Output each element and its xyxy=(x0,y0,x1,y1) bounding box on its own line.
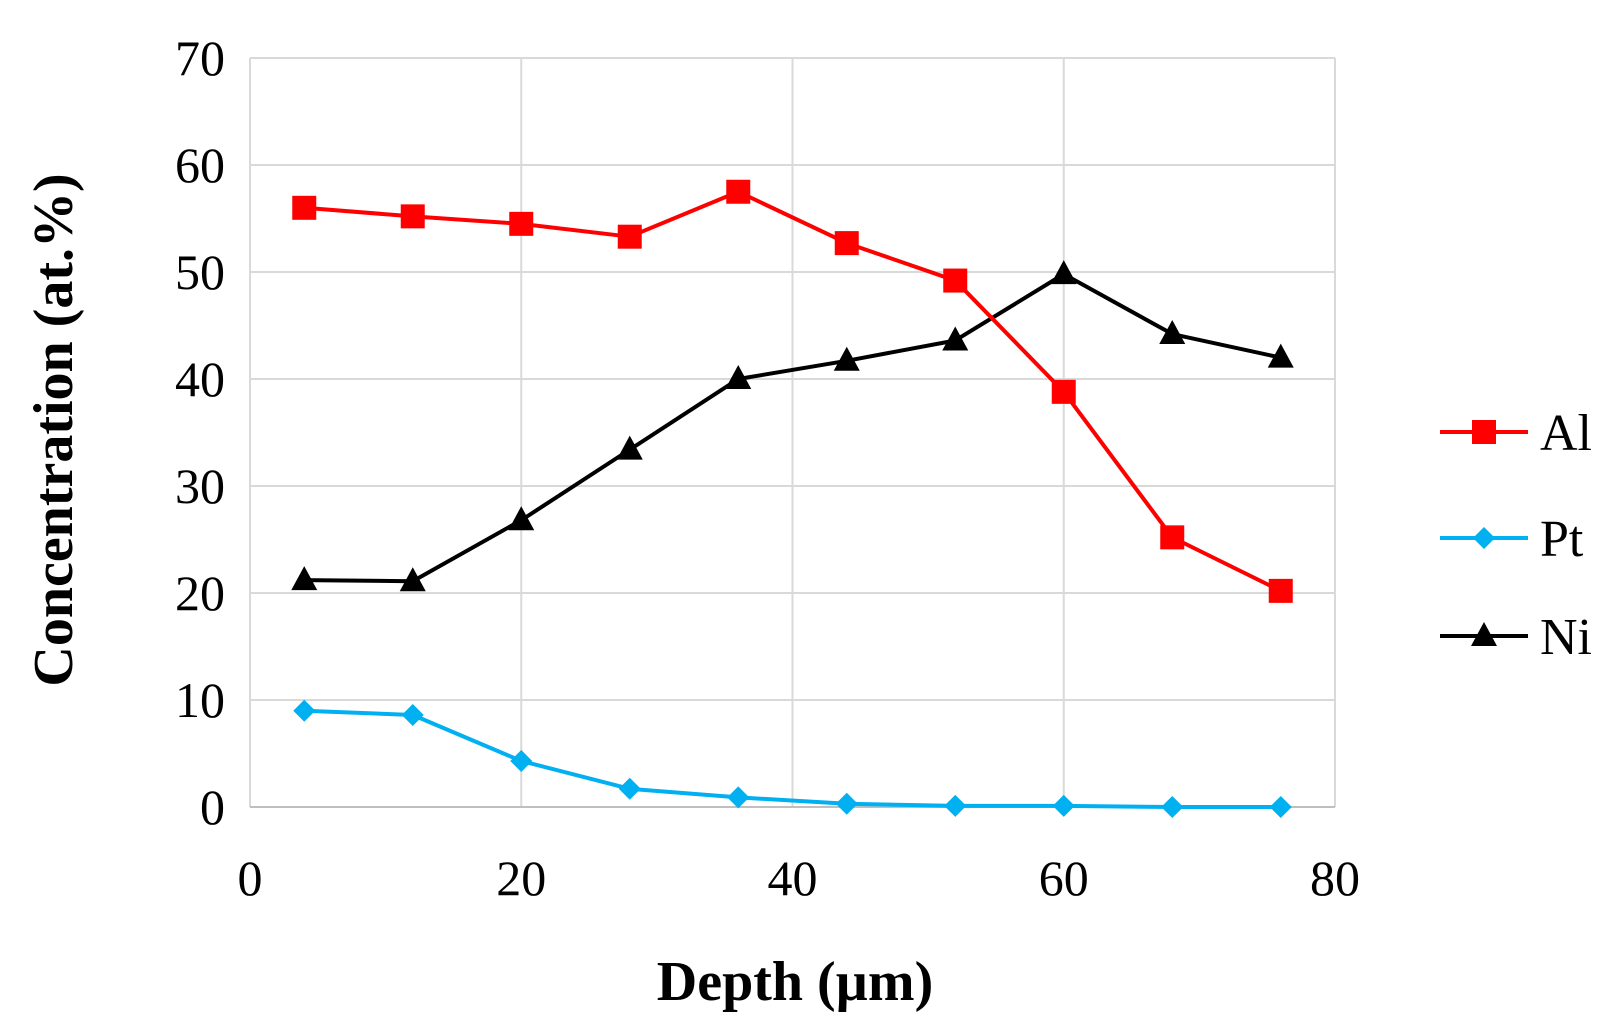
legend-marker xyxy=(1471,622,1497,646)
data-point-pt xyxy=(401,703,424,726)
legend: Al Pt Ni xyxy=(1440,405,1592,666)
data-point-al xyxy=(834,231,859,256)
series-line-al xyxy=(304,189,1282,593)
legend-marker xyxy=(1472,420,1496,444)
data-point-al xyxy=(1051,379,1076,404)
data-point-pt xyxy=(510,749,533,772)
data-point-al xyxy=(1268,578,1293,603)
data-point-pt xyxy=(944,794,967,817)
y-axis-title: Concentration (at.%) xyxy=(23,173,85,686)
data-point-pt xyxy=(1052,794,1075,817)
legend-label: Ni xyxy=(1540,609,1592,666)
data-point-al xyxy=(726,179,751,204)
tick-labels: 0 10 20 30 40 50 60 70 0 20 40 60 80 xyxy=(175,30,1360,906)
x-tick-label: 20 xyxy=(496,850,546,906)
data-point-ni xyxy=(399,567,426,592)
data-point-pt xyxy=(1269,796,1292,818)
data-point-al xyxy=(292,195,317,220)
grid xyxy=(249,57,1336,807)
legend-marker xyxy=(1473,527,1495,549)
y-tick-label: 10 xyxy=(175,672,225,728)
x-tick-label: 60 xyxy=(1039,850,1089,906)
data-point-ni xyxy=(1050,260,1077,285)
data-point-pt xyxy=(727,786,750,809)
x-axis-title: Depth (µm) xyxy=(657,951,933,1013)
x-tick-label: 0 xyxy=(238,850,263,906)
data-point-pt xyxy=(835,792,858,815)
data-point-pt xyxy=(293,699,316,722)
data-point-al xyxy=(617,224,642,249)
data-point-ni xyxy=(291,566,318,591)
data-point-al xyxy=(1160,525,1185,550)
series-al xyxy=(292,179,1293,603)
legend-label: Pt xyxy=(1540,511,1584,568)
y-tick-label: 60 xyxy=(175,137,225,193)
data-point-ni xyxy=(616,435,643,460)
data-point-ni xyxy=(1159,320,1186,345)
y-tick-label: 20 xyxy=(175,565,225,621)
data-point-al xyxy=(943,268,968,293)
legend-item-pt: Pt xyxy=(1440,511,1584,568)
series-line-ni xyxy=(304,272,1282,584)
data-point-ni xyxy=(725,365,752,389)
data-point-al xyxy=(400,204,425,229)
y-tick-label: 30 xyxy=(175,458,225,514)
legend-item-al: Al xyxy=(1440,405,1592,462)
y-tick-label: 70 xyxy=(175,30,225,86)
y-tick-label: 50 xyxy=(175,244,225,300)
data-point-ni xyxy=(833,346,860,371)
series-layer xyxy=(291,179,1294,818)
series-line-pt xyxy=(304,708,1281,809)
data-point-ni xyxy=(942,326,969,351)
data-point-ni xyxy=(1267,343,1294,368)
data-point-pt xyxy=(1161,796,1184,818)
y-tick-label: 0 xyxy=(200,779,225,835)
data-point-al xyxy=(509,211,534,236)
series-pt xyxy=(293,699,1292,818)
data-point-ni xyxy=(508,506,535,531)
x-tick-label: 40 xyxy=(768,850,818,906)
legend-label: Al xyxy=(1540,405,1592,462)
y-tick-label: 40 xyxy=(175,351,225,407)
x-tick-label: 80 xyxy=(1310,850,1360,906)
data-point-pt xyxy=(618,777,641,800)
series-ni xyxy=(291,260,1294,592)
legend-item-ni: Ni xyxy=(1440,609,1592,666)
